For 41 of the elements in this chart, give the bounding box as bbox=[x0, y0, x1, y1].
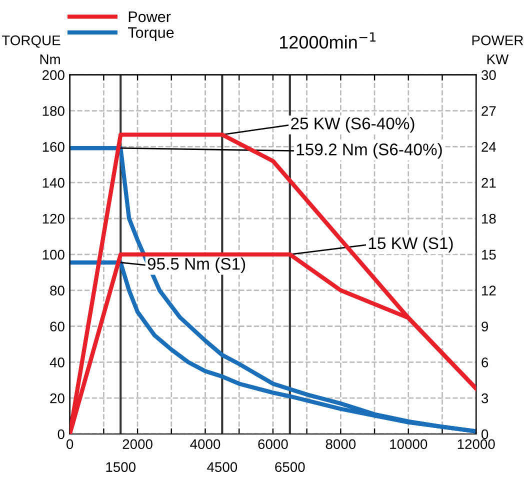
annotation: 95.5 Nm (S1) bbox=[148, 258, 246, 274]
y2-axis-title: POWER KW bbox=[472, 35, 524, 64]
x-tick-label: 12000 bbox=[458, 439, 495, 450]
x-tick-label: 10000 bbox=[390, 439, 428, 450]
y-tick-label: 160 bbox=[42, 142, 64, 152]
y-tick-label: 0 bbox=[58, 429, 64, 440]
y2-tick-label: 0 bbox=[482, 429, 488, 440]
x-tick-label: 4000 bbox=[190, 439, 220, 450]
y-tick-label: 200 bbox=[42, 70, 64, 80]
y2-tick-label: 30 bbox=[481, 70, 496, 80]
y2-tick-label: 27 bbox=[482, 106, 496, 116]
y2-tick-label: 21 bbox=[482, 178, 496, 188]
y-axis-title: TORQUE Nm bbox=[2, 35, 60, 64]
y2-tick-label: 12 bbox=[482, 286, 496, 296]
x-tick-label: 2000 bbox=[122, 439, 152, 450]
y-tick-label: 40 bbox=[50, 358, 64, 368]
x-tick-label: 6000 bbox=[258, 439, 288, 450]
y2-tick-label: 18 bbox=[482, 214, 496, 224]
y-tick-label: 140 bbox=[42, 178, 64, 188]
y-tick-label: 100 bbox=[42, 250, 64, 260]
y2-tick-label: 9 bbox=[482, 322, 488, 332]
ref-line-label: 4500 bbox=[207, 462, 238, 472]
y-tick-label: 120 bbox=[42, 214, 64, 224]
y-tick-label: 60 bbox=[50, 322, 64, 332]
legend-label: Torque bbox=[128, 27, 174, 41]
annotation: 159.2 Nm (S6-40%) bbox=[296, 143, 442, 159]
y-tick-label: 20 bbox=[50, 393, 64, 404]
legend-label: Power bbox=[128, 12, 171, 22]
x-tick-label: 0 bbox=[66, 439, 74, 450]
y2-tick-label: 24 bbox=[482, 142, 496, 152]
y-tick-label: 180 bbox=[42, 106, 64, 116]
ref-line-label: 1500 bbox=[106, 462, 136, 472]
y2-tick-label: 15 bbox=[482, 250, 496, 260]
annotation: 15 KW (S1) bbox=[368, 236, 453, 252]
x-tick-label: 8000 bbox=[326, 439, 356, 450]
y-tick-label: 80 bbox=[50, 286, 64, 296]
annotation: 25 KW (S6-40%) bbox=[291, 117, 414, 133]
ref-line-label: 6500 bbox=[275, 462, 305, 472]
y2-tick-label: 6 bbox=[482, 358, 488, 368]
y2-tick-label: 3 bbox=[481, 393, 488, 404]
chart-title: 12000min$^{−1}$ bbox=[280, 32, 376, 49]
